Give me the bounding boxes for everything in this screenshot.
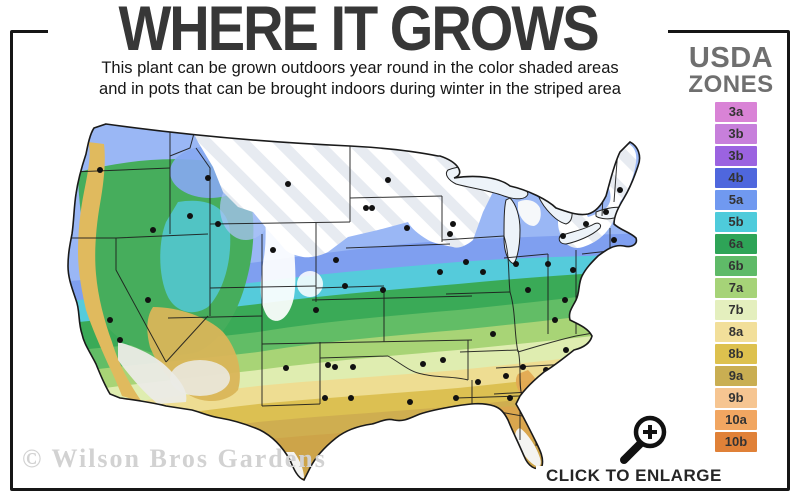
magnifier-zoom-in-icon[interactable] <box>616 410 672 466</box>
zone-chip-3a: 3a <box>715 102 757 122</box>
zone-chip-10b: 10b <box>715 432 757 452</box>
page-title: WHERE IT GROWS <box>48 0 668 65</box>
watermark: © Wilson Bros Gardens <box>22 444 327 473</box>
zone-legend: 3a 3b 3b 4b 5a 5b 6a 6b 7a 7b 8a 8b 9a 9b 10a 10b <box>715 102 757 454</box>
usa-zone-map[interactable] <box>58 112 690 484</box>
zone-chip-3b: 3b <box>715 124 757 144</box>
zone-chip-6a: 6a <box>715 234 757 254</box>
subtitle-line-1: This plant can be grown outdoors year ro… <box>101 59 619 77</box>
zone-chip-8a: 8a <box>715 322 757 342</box>
zone-chip-9b: 9b <box>715 388 757 408</box>
legend-title-line-1: USDA <box>688 42 774 74</box>
zone-chip-4b: 4b <box>715 168 757 188</box>
zone-chip-8b: 8b <box>715 344 757 364</box>
legend-title-line-2: ZONES <box>688 71 774 98</box>
subtitle: This plant can be grown outdoors year ro… <box>40 58 680 101</box>
subtitle-line-2: and in pots that can be brought indoors … <box>99 80 621 99</box>
zone-chip-3b: 3b <box>715 146 757 166</box>
zone-chip-7a: 7a <box>715 278 757 298</box>
zone-chip-7b: 7b <box>715 300 757 320</box>
zone-chip-10a: 10a <box>715 410 757 430</box>
zone-chip-6b: 6b <box>715 256 757 276</box>
legend-title: USDA ZONES <box>678 44 784 97</box>
click-to-enlarge-label[interactable]: CLICK TO ENLARGE <box>536 466 732 486</box>
zone-shading <box>68 124 640 480</box>
upper-michigan-white <box>518 200 541 226</box>
zone-chip-5b: 5b <box>715 212 757 232</box>
zone-chip-5a: 5a <box>715 190 757 210</box>
zone-chip-9a: 9a <box>715 366 757 386</box>
striped-area-plains <box>190 126 518 258</box>
